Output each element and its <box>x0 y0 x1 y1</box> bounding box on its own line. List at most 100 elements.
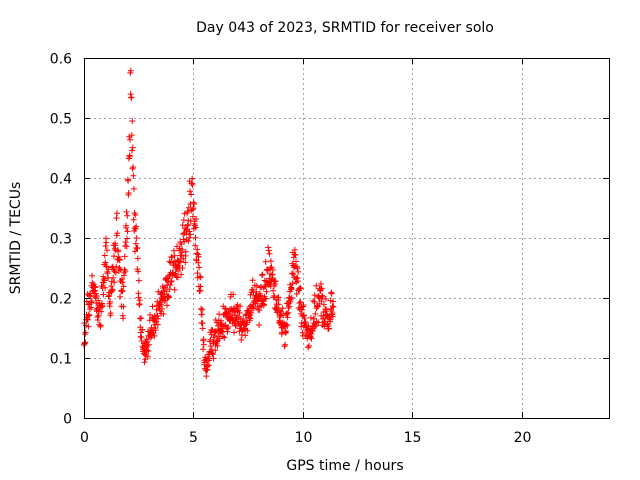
data-point <box>110 274 117 281</box>
data-point <box>120 315 127 322</box>
data-point <box>282 341 289 348</box>
data-point <box>261 301 268 308</box>
data-point <box>111 279 118 286</box>
data-point <box>154 321 161 328</box>
data-point <box>230 291 237 298</box>
data-point <box>272 278 279 285</box>
data-point <box>200 341 207 348</box>
data-point <box>265 244 272 251</box>
data-point <box>292 258 299 265</box>
x-axis-label: GPS time / hours <box>286 458 403 474</box>
data-point <box>305 344 312 351</box>
data-point <box>182 259 189 266</box>
data-point <box>186 228 193 235</box>
data-point <box>154 312 161 319</box>
data-point <box>256 322 263 329</box>
data-point <box>113 263 120 270</box>
data-point <box>178 241 185 248</box>
data-point <box>263 288 270 295</box>
data-point <box>132 211 139 218</box>
data-point <box>119 288 126 295</box>
data-point <box>216 335 223 342</box>
data-point <box>327 316 334 323</box>
data-point <box>178 271 185 278</box>
data-point <box>256 307 263 314</box>
data-point <box>212 347 219 354</box>
data-point <box>191 200 198 207</box>
data-point <box>195 259 202 266</box>
data-point <box>145 348 152 355</box>
data-points <box>81 67 337 380</box>
data-point <box>171 252 178 259</box>
data-point <box>134 266 141 273</box>
data-point <box>124 212 131 219</box>
data-point <box>122 239 129 246</box>
data-point <box>210 355 217 362</box>
grid-lines <box>84 58 609 418</box>
data-point <box>186 188 193 195</box>
data-point <box>195 253 202 260</box>
data-point <box>134 245 141 252</box>
data-point <box>107 310 114 317</box>
data-point <box>247 315 254 322</box>
data-point <box>278 308 285 315</box>
data-point <box>132 240 139 247</box>
data-point <box>136 297 143 304</box>
data-point <box>254 303 261 310</box>
data-point <box>330 298 337 305</box>
data-point <box>196 273 203 280</box>
data-point <box>270 287 277 294</box>
data-point <box>261 283 268 290</box>
data-point <box>116 256 123 263</box>
data-point <box>190 205 197 212</box>
data-point <box>125 177 132 184</box>
data-point <box>127 136 134 143</box>
data-point <box>259 272 266 279</box>
data-point <box>141 359 148 366</box>
y-tick-label: 0 <box>63 412 72 428</box>
data-point <box>130 216 137 223</box>
data-point <box>200 346 207 353</box>
data-point <box>236 309 243 316</box>
data-point <box>161 291 168 298</box>
data-point <box>284 322 291 329</box>
data-point <box>168 278 175 285</box>
data-point <box>199 306 206 313</box>
data-point <box>248 309 255 316</box>
data-point <box>121 253 128 260</box>
data-point <box>221 322 228 329</box>
data-point <box>192 234 199 241</box>
data-point <box>284 310 291 317</box>
data-point <box>88 304 95 311</box>
data-point <box>325 325 332 332</box>
data-point <box>99 303 106 310</box>
data-point <box>293 290 300 297</box>
data-point <box>135 277 142 284</box>
data-point <box>133 235 140 242</box>
data-point <box>115 248 122 255</box>
data-point <box>279 305 286 312</box>
data-point <box>286 303 293 310</box>
data-point <box>103 239 110 246</box>
data-point <box>212 316 219 323</box>
data-point <box>174 274 181 281</box>
data-point <box>310 315 317 322</box>
x-tick-label: 5 <box>189 430 198 446</box>
data-point <box>221 334 228 341</box>
data-point <box>124 228 131 235</box>
data-point <box>107 298 114 305</box>
data-point <box>308 335 315 342</box>
data-point <box>82 329 89 336</box>
data-point <box>102 284 109 291</box>
data-point <box>82 339 89 346</box>
data-point <box>182 248 189 255</box>
data-point <box>114 210 121 217</box>
data-point <box>297 284 304 291</box>
data-point <box>216 311 223 318</box>
data-point <box>109 287 116 294</box>
data-point <box>135 294 142 301</box>
data-point <box>268 264 275 271</box>
data-point <box>292 252 299 259</box>
data-point <box>118 287 125 294</box>
data-point <box>290 271 297 278</box>
